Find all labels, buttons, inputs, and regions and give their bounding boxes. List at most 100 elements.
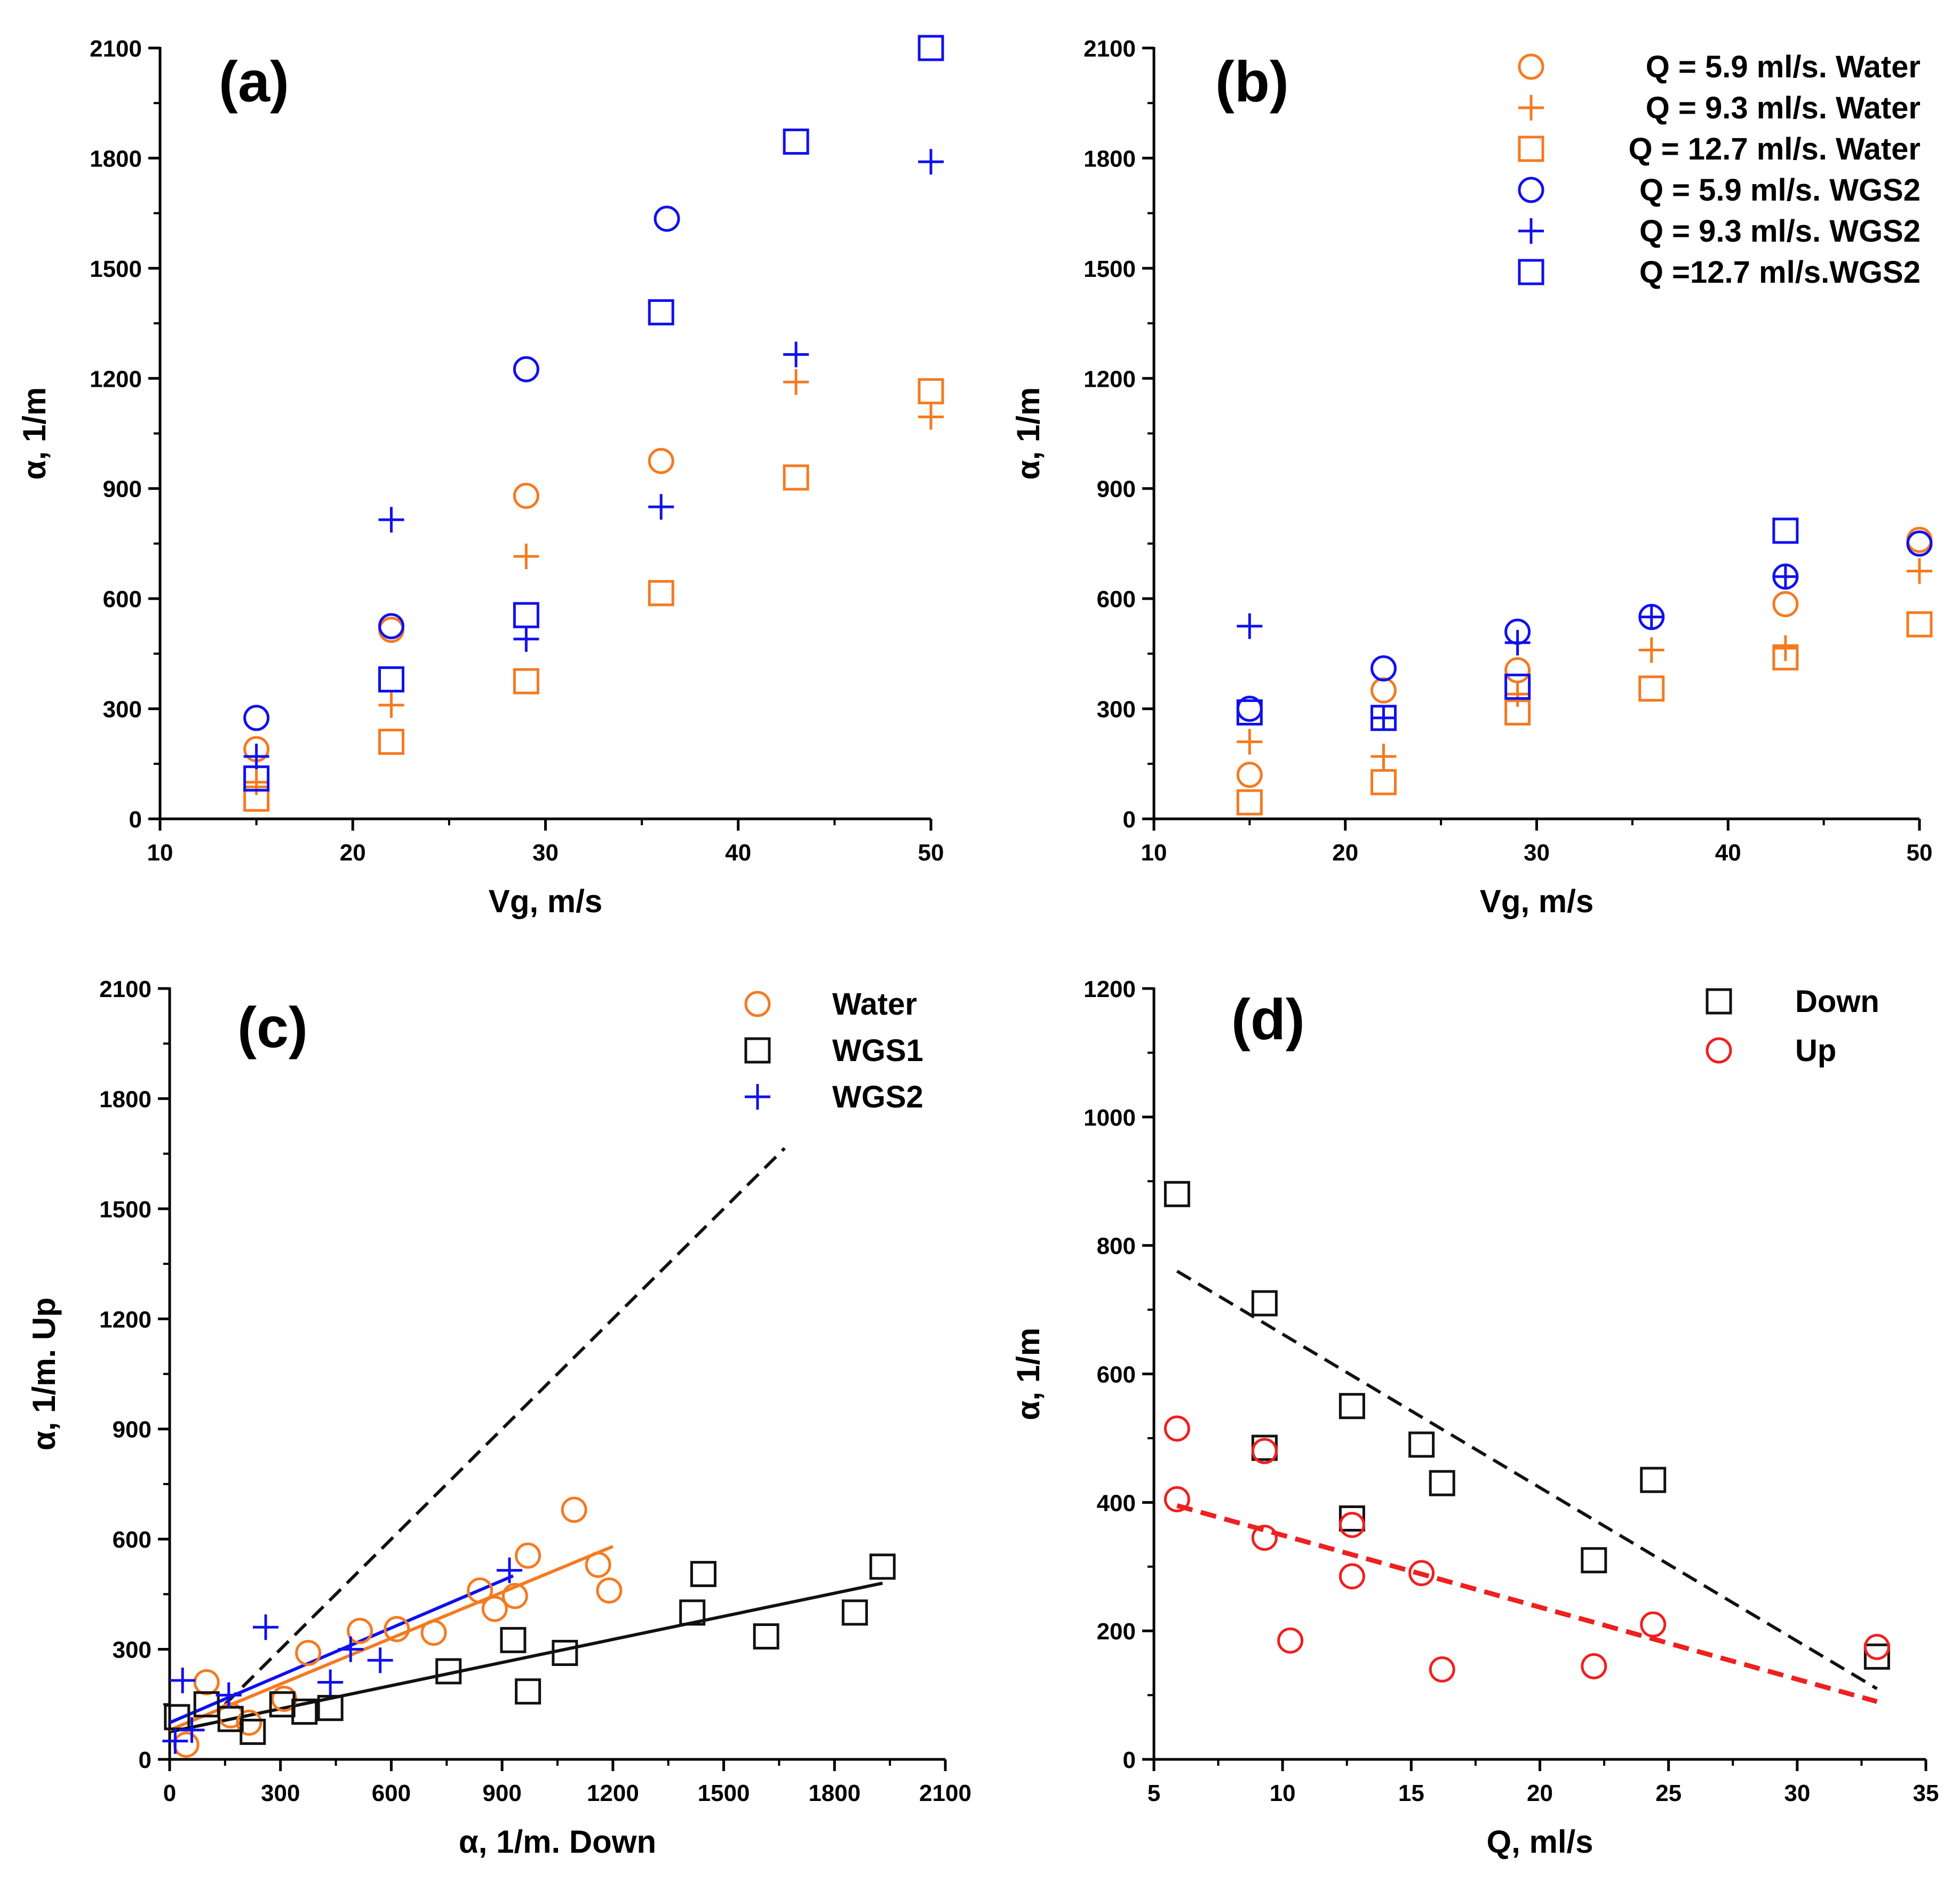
data-point: [384, 1616, 410, 1643]
data-point: [243, 705, 270, 731]
data-point: [654, 205, 680, 232]
data-point: [1164, 1181, 1190, 1207]
data-point: [1863, 1633, 1890, 1660]
x-tick-label: 15: [1398, 1780, 1424, 1806]
legend-marker: [1706, 988, 1732, 1015]
data-point: [243, 785, 270, 812]
data-point: [1504, 681, 1531, 707]
panel-label: (b): [1215, 49, 1289, 114]
y-tick-label: 1200: [99, 1306, 152, 1333]
legend-marker: [1518, 95, 1544, 121]
legend-marker: [744, 1037, 771, 1064]
x-tick-label: 1500: [698, 1780, 750, 1806]
data-point: [1371, 677, 1397, 704]
legend-entry-label: Q = 9.3 ml/s. Water: [1646, 91, 1921, 125]
data-point: [317, 1669, 344, 1695]
y-axis-label: α, 1/m. Up: [26, 1297, 62, 1450]
data-point: [1772, 635, 1798, 661]
data-point: [918, 149, 944, 175]
data-point: [467, 1577, 493, 1604]
data-point: [783, 369, 809, 395]
x-tick-label: 10: [147, 840, 173, 866]
legend-entry-label: Q =12.7 ml/s.WGS2: [1639, 255, 1921, 290]
data-point: [1251, 1438, 1278, 1464]
data-point: [513, 668, 539, 695]
panel-label: (c): [237, 995, 308, 1059]
data-point: [1237, 729, 1263, 755]
y-tick-label: 800: [1097, 1233, 1136, 1260]
x-tick-label: 40: [1715, 840, 1741, 866]
data-point: [1371, 705, 1397, 731]
y-tick-label: 900: [113, 1417, 152, 1443]
x-tick-label: 20: [1332, 840, 1358, 866]
data-point: [1504, 699, 1531, 726]
data-point: [1906, 611, 1933, 637]
data-point: [378, 729, 404, 755]
x-axis-label: Q, ml/s: [1486, 1824, 1593, 1860]
x-axis-label: α, 1/m. Down: [459, 1824, 656, 1860]
x-tick-label: 600: [372, 1780, 411, 1806]
data-point: [378, 507, 404, 533]
y-tick-label: 2100: [1083, 36, 1136, 62]
legend-marker: [1518, 136, 1544, 162]
data-point: [1429, 1656, 1455, 1683]
data-point: [378, 692, 404, 718]
data-point: [1236, 761, 1263, 788]
data-point: [515, 1678, 541, 1705]
data-point: [1581, 1547, 1607, 1574]
data-point: [783, 128, 809, 155]
legend-marker: [745, 1084, 770, 1110]
data-point: [1338, 1505, 1365, 1532]
data-point: [1338, 1511, 1365, 1538]
y-tick-label: 300: [113, 1637, 152, 1663]
data-point: [679, 1599, 706, 1626]
data-point: [690, 1561, 716, 1588]
data-point: [1251, 1525, 1278, 1551]
panel-a-chart: 10 20 30 40 50 0 300 600 900 1200 1500 1800 2100 Vg, …: [17, 35, 944, 919]
data-point: [1907, 558, 1932, 584]
data-point: [1164, 1486, 1190, 1512]
y-axis-label: α, 1/m: [17, 387, 52, 480]
legend-entry-label: Up: [1795, 1033, 1836, 1068]
y-tick-label: 1200: [90, 366, 142, 392]
data-point: [193, 1691, 220, 1718]
y-tick-label: 1800: [90, 146, 142, 172]
legend-entry-label: Water: [832, 987, 917, 1022]
data-point: [1371, 744, 1397, 770]
data-point: [585, 1551, 611, 1578]
data-point: [513, 544, 539, 570]
data-point: [1236, 699, 1263, 726]
legend-marker: [1518, 53, 1544, 80]
data-point: [164, 1704, 190, 1731]
x-tick-label: 20: [1527, 1780, 1553, 1806]
x-tick-label: 30: [1524, 840, 1550, 866]
legend-marker: [1518, 259, 1544, 285]
data-point: [753, 1623, 779, 1649]
data-point: [515, 1542, 541, 1569]
x-tick-label: 35: [1913, 1780, 1939, 1806]
x-tick-label: 40: [725, 840, 751, 866]
data-point: [378, 666, 404, 693]
legend-marker: [744, 991, 771, 1017]
panel-label: (d): [1231, 987, 1305, 1051]
data-point: [1581, 1653, 1607, 1679]
panel-label: (a): [219, 49, 289, 114]
data-point: [193, 1669, 220, 1695]
data-point: [295, 1639, 322, 1666]
data-point: [496, 1557, 522, 1583]
data-point: [561, 1496, 587, 1523]
y-tick-label: 1500: [1083, 256, 1136, 282]
x-tick-label: 25: [1655, 1780, 1682, 1806]
y-tick-label: 0: [139, 1747, 152, 1773]
data-point: [236, 1709, 262, 1736]
data-point: [1772, 591, 1799, 617]
data-point: [291, 1699, 318, 1725]
x-tick-label: 300: [261, 1780, 300, 1806]
data-point: [501, 1583, 528, 1609]
data-point: [1408, 1560, 1435, 1587]
data-point: [435, 1658, 462, 1685]
data-point: [841, 1599, 868, 1626]
data-point: [783, 464, 809, 491]
x-tick-label: 5: [1148, 1780, 1160, 1806]
data-point: [216, 1682, 242, 1708]
